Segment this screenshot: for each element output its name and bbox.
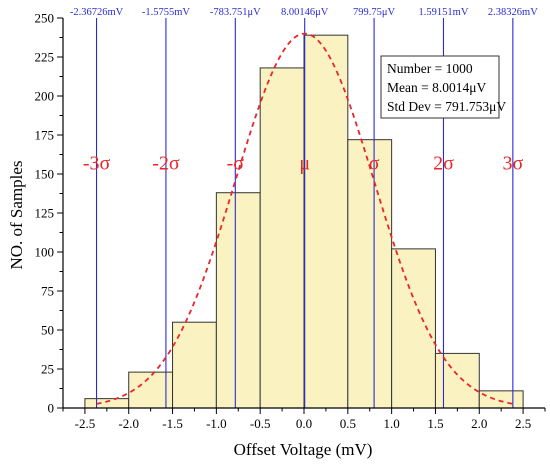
x-tick-label: -1.5 — [162, 416, 183, 431]
stats-line: Mean = 8.0014μV — [387, 80, 486, 95]
histogram-bar — [434, 352, 480, 409]
histogram-bar — [347, 139, 393, 409]
stats-box: Number = 1000 Mean = 8.0014μV Std Dev = 79… — [380, 55, 506, 119]
y-tick-label: 50 — [41, 323, 54, 338]
histogram-bar — [259, 67, 305, 409]
x-tick-label: 2.5 — [515, 416, 531, 431]
y-tick-label: 125 — [35, 206, 55, 221]
sigma-top-label: -783.751μV — [210, 7, 261, 18]
sigma-top-label: 799.75μV — [353, 7, 396, 18]
y-tick-label: 25 — [41, 362, 54, 377]
sigma-markers: -3σ -2σ -σ μ σ 2σ 3σ — [83, 152, 524, 174]
stats-line: Number = 1000 — [387, 61, 473, 76]
sigma-marker-label: -2σ — [152, 152, 180, 174]
y-tick-label: 0 — [48, 401, 55, 416]
sigma-top-label: 8.00146μV — [281, 7, 329, 18]
x-tick-label: 1.0 — [384, 416, 400, 431]
histogram-bars — [84, 34, 524, 409]
x-tick-label: 1.5 — [427, 416, 443, 431]
sigma-lines: -2.36726mV -1.5755mV -783.751μV 8.00146μV 79… — [70, 7, 538, 408]
sigma-top-label: -1.5755mV — [142, 7, 191, 18]
y-tick-label: 150 — [35, 167, 55, 182]
x-tick-label: -2.5 — [75, 416, 96, 431]
x-tick-label: -2.0 — [118, 416, 139, 431]
normal-fit-curve — [96, 32, 514, 405]
y-tick-label: 250 — [35, 11, 55, 26]
normal-fit-curve-group — [96, 32, 514, 405]
histogram-bar — [391, 248, 436, 409]
sigma-top-label: -2.36726mV — [70, 7, 124, 18]
y-tick-label: 75 — [41, 284, 54, 299]
sigma-marker-label: -3σ — [83, 152, 111, 174]
sigma-top-label: 1.59151mV — [419, 7, 469, 18]
sigma-marker-label: σ — [369, 152, 380, 174]
y-tick-label: 175 — [35, 128, 55, 143]
sigma-marker-label: 2σ — [433, 152, 454, 174]
y-tick-label: 100 — [35, 245, 55, 260]
x-tick-label: 0.5 — [340, 416, 356, 431]
axes: -2.5 -2.0 -1.5 -1.0 -0.5 0.0 0.5 1.0 1.5 2.0 2.5 0 2… — [35, 11, 546, 431]
x-tick-label: 0.0 — [296, 416, 312, 431]
histogram-bar — [84, 398, 130, 409]
x-tick-label: -0.5 — [250, 416, 271, 431]
y-tick-label: 200 — [35, 89, 55, 104]
y-tick-label: 225 — [35, 50, 55, 65]
y-axis-label: NO. of Samples — [7, 160, 26, 269]
sigma-marker-label: μ — [299, 152, 310, 174]
x-axis-label: Offset Voltage (mV) — [234, 440, 373, 459]
x-tick-label: 2.0 — [471, 416, 487, 431]
x-tick-label: -1.0 — [206, 416, 227, 431]
histogram-bar — [128, 371, 174, 409]
stats-line: Std Dev = 791.753μV — [387, 99, 506, 114]
histogram-bar — [303, 34, 349, 409]
histogram-bar — [215, 192, 261, 409]
histogram-bar — [478, 390, 524, 409]
sigma-top-label: 2.38326mV — [488, 7, 538, 18]
sigma-marker-label: -σ — [227, 152, 245, 174]
sigma-marker-label: 3σ — [502, 152, 523, 174]
stats-box-frame — [380, 55, 500, 119]
